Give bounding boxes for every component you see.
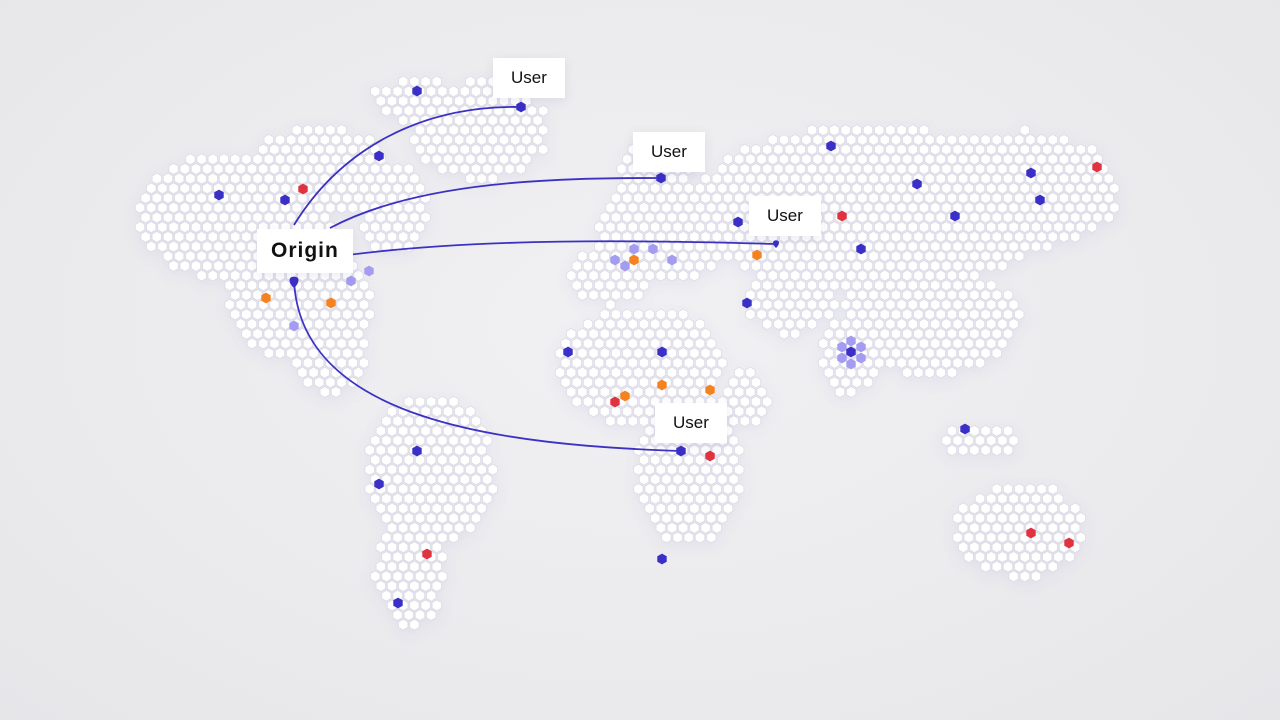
activity-marker (837, 352, 847, 364)
activity-marker (752, 249, 762, 261)
activity-marker (374, 150, 384, 162)
activity-marker (846, 358, 856, 370)
activity-marker (856, 341, 866, 353)
activity-marker (1064, 537, 1074, 549)
activity-marker (960, 423, 970, 435)
destination-pin-icon[interactable] (658, 174, 664, 182)
activity-marker (280, 194, 290, 206)
activity-marker (1092, 161, 1102, 173)
user-label-africa[interactable]: User (655, 403, 727, 443)
activity-marker (856, 243, 866, 255)
destination-pin-icon[interactable] (773, 240, 779, 248)
activity-marker (826, 140, 836, 152)
activity-marker (705, 384, 715, 396)
activity-marker (846, 335, 856, 347)
activity-marker (629, 254, 639, 266)
route-to-africa (293, 279, 682, 452)
activity-marker (412, 445, 422, 457)
origin-pin-icon[interactable] (289, 276, 299, 288)
activity-marker (846, 346, 856, 358)
activity-marker (214, 189, 224, 201)
activity-marker (742, 297, 752, 309)
activity-marker (837, 341, 847, 353)
activity-marker (657, 553, 667, 565)
activity-marker (657, 379, 667, 391)
activity-marker (610, 254, 620, 266)
user-label-russia[interactable]: User (749, 196, 821, 236)
activity-marker (837, 210, 847, 222)
continent-hex-grid (134, 75, 1120, 631)
activity-marker (733, 216, 743, 228)
activity-marker (1035, 194, 1045, 206)
activity-marker (1026, 167, 1036, 179)
activity-marker (412, 85, 422, 97)
activity-marker (393, 597, 403, 609)
activity-marker (950, 210, 960, 222)
hex-cells (134, 75, 1120, 631)
activity-marker (346, 275, 356, 287)
user-label-scandinavia[interactable]: User (633, 132, 705, 172)
activity-marker (912, 178, 922, 190)
activity-marker (667, 254, 677, 266)
route-to-scandinavia (329, 177, 662, 229)
origin-label[interactable]: Origin (257, 229, 353, 273)
destination-pin-icon[interactable] (678, 447, 684, 455)
activity-marker (620, 260, 630, 272)
activity-marker (610, 396, 620, 408)
activity-marker (289, 320, 299, 332)
route-to-russia (347, 240, 777, 256)
activity-marker (657, 346, 667, 358)
activity-marker (620, 390, 630, 402)
activity-marker (629, 243, 639, 255)
activity-marker (648, 243, 658, 255)
activity-marker (298, 183, 308, 195)
user-label-greenland[interactable]: User (493, 58, 565, 98)
location-pins (289, 103, 779, 455)
activity-marker (374, 478, 384, 490)
activity-marker (1026, 527, 1036, 539)
route-lines (293, 106, 777, 452)
activity-marker (563, 346, 573, 358)
activity-marker (856, 352, 866, 364)
route-to-greenland (293, 106, 522, 226)
activity-marker (261, 292, 271, 304)
activity-marker (364, 265, 374, 277)
activity-marker (326, 297, 336, 309)
activity-marker (422, 548, 432, 560)
destination-pin-icon[interactable] (518, 103, 524, 111)
activity-marker (705, 450, 715, 462)
